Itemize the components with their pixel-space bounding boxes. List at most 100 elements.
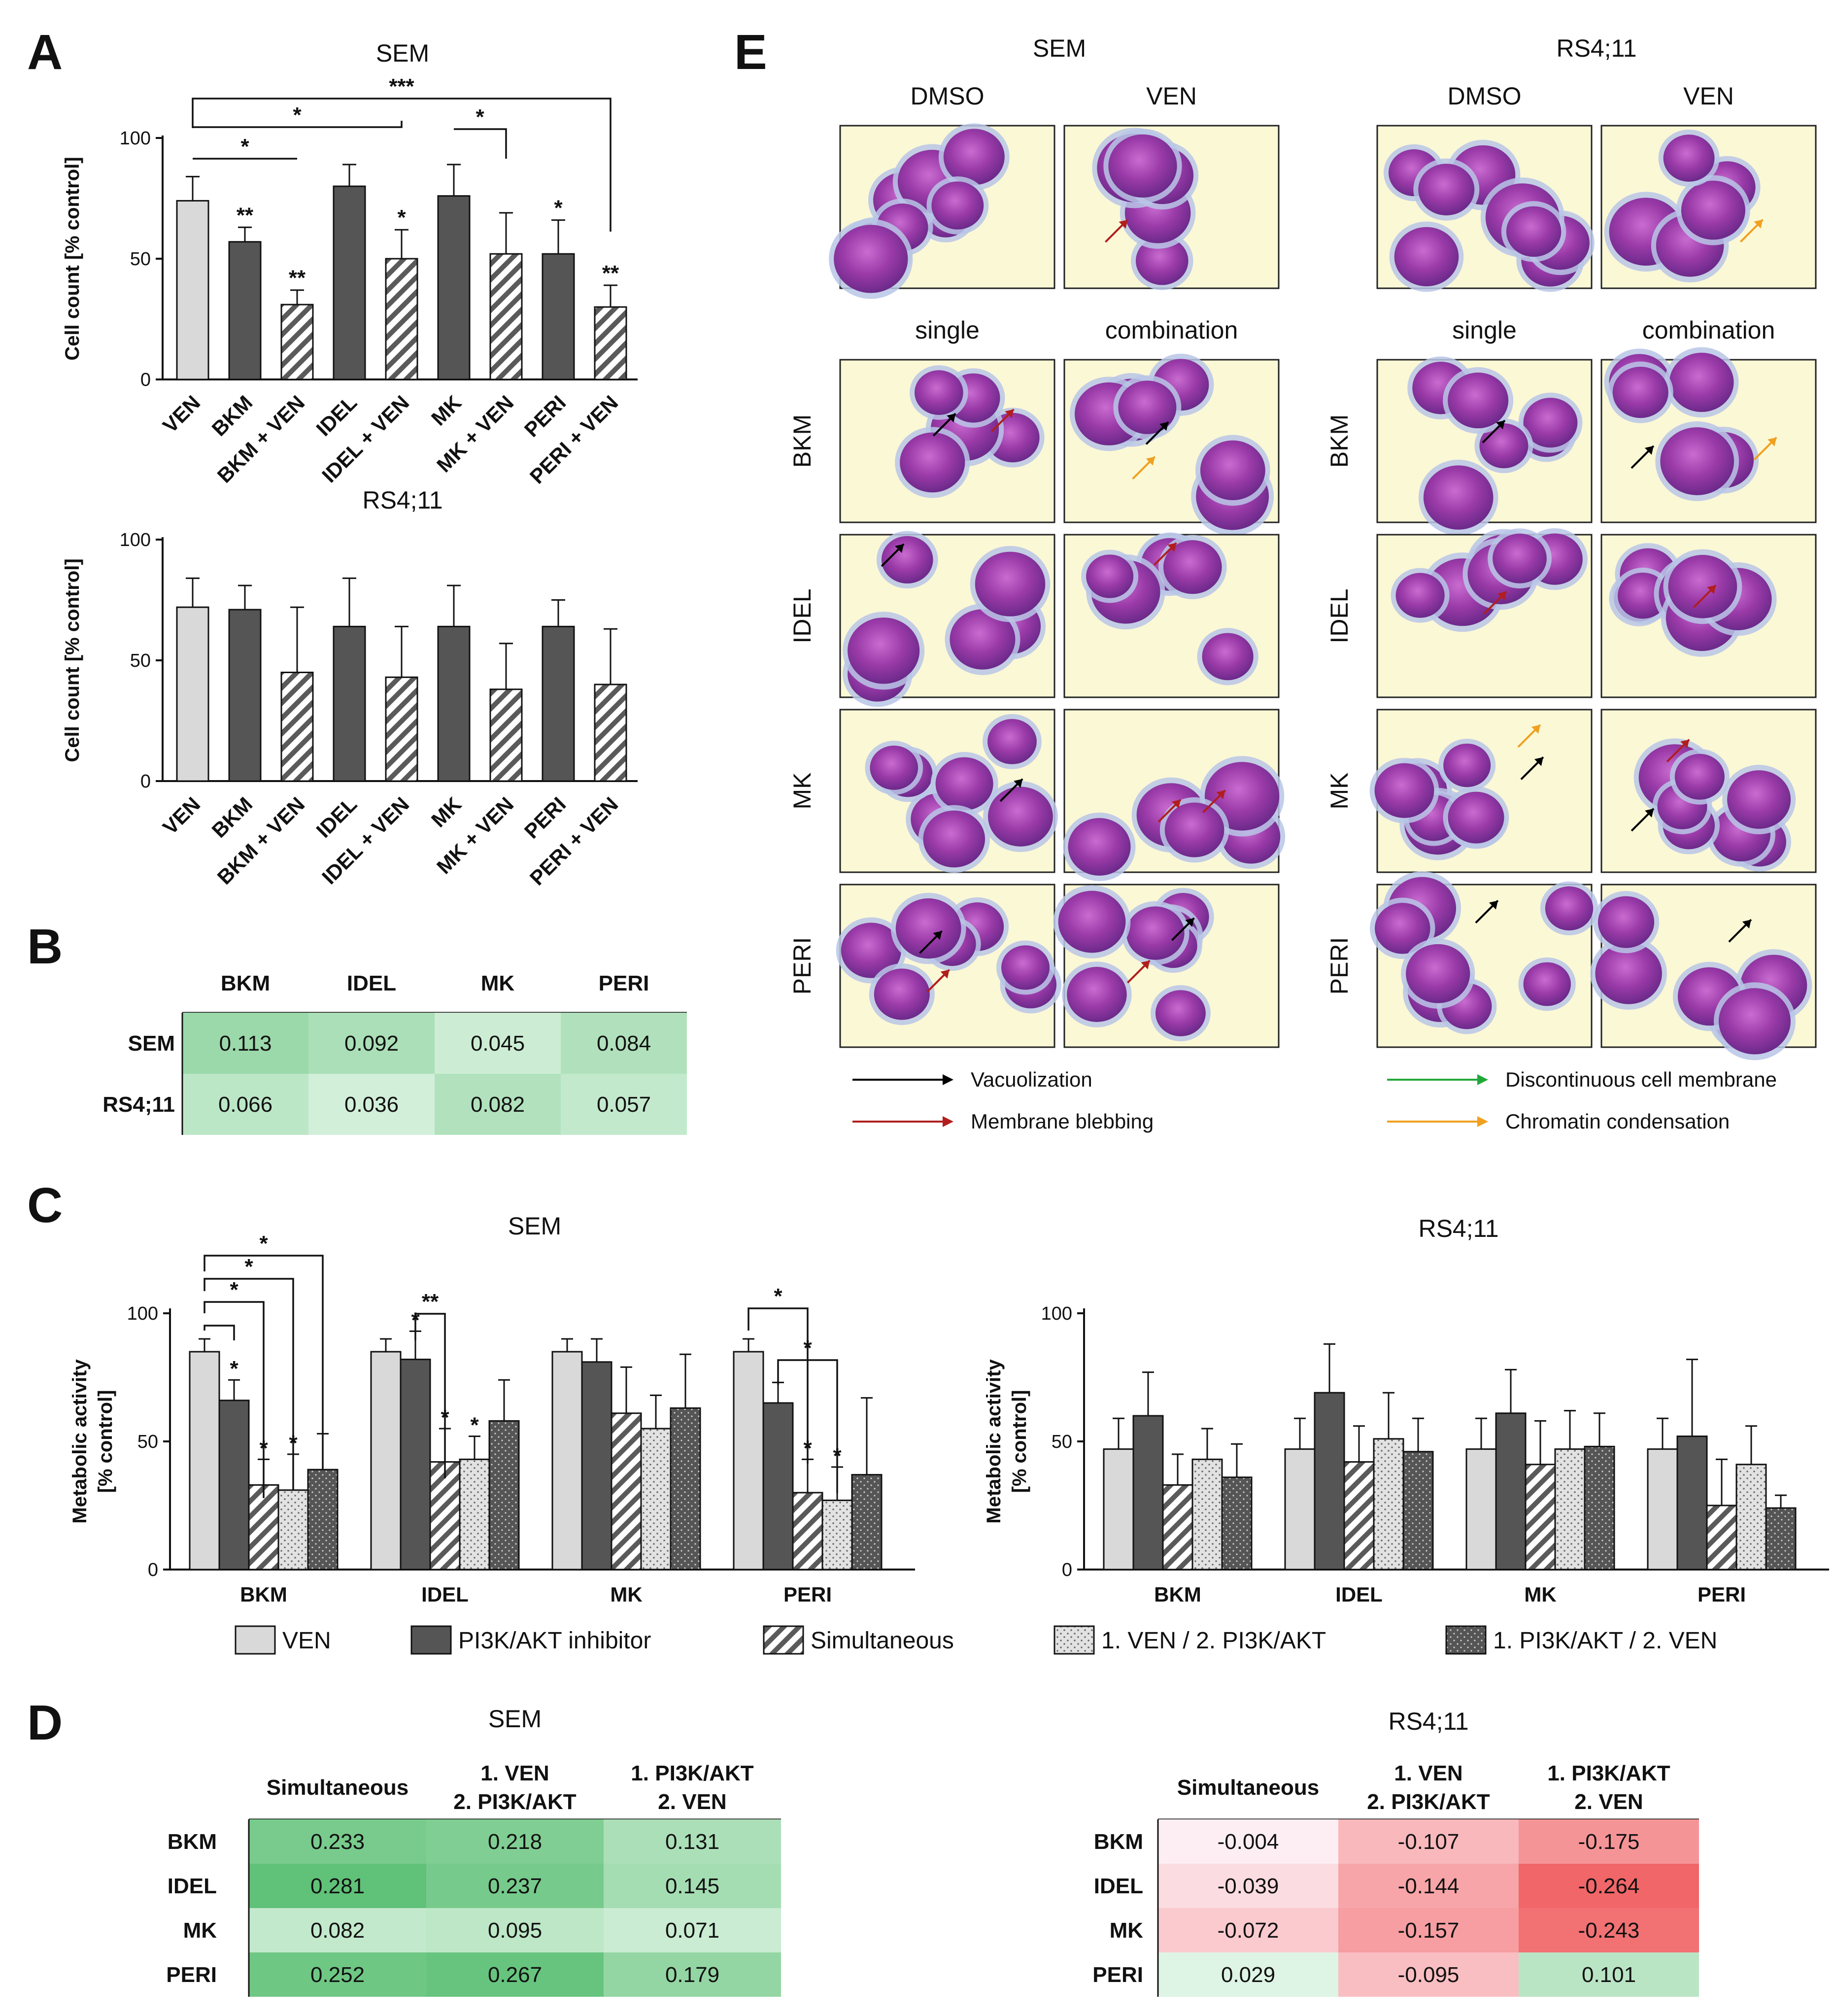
table-cell-value: -0.243 [1578, 1918, 1640, 1943]
legend-label: Simultaneous [811, 1628, 954, 1654]
table-cell-value: 0.237 [488, 1874, 542, 1898]
legend-arrowhead [943, 1116, 953, 1127]
table-cell [435, 1074, 561, 1135]
bar [594, 683, 627, 782]
micrograph-image [1063, 353, 1280, 536]
annotation-arrowhead [1159, 422, 1169, 431]
micrograph-column-header: VEN [1683, 82, 1734, 110]
cell-nucleus [1506, 206, 1562, 257]
x-tick-label: MK [1524, 1583, 1556, 1606]
chart-title: RS4;11 [1418, 1215, 1498, 1242]
micrograph-image [1600, 709, 1817, 873]
cell-nucleus [874, 968, 930, 1020]
cell-nucleus [895, 898, 961, 959]
cell-nucleus [1375, 903, 1430, 954]
y-axis-label: Cell count [% control] [62, 558, 83, 762]
significance-bracket [454, 128, 507, 159]
bar [1495, 1412, 1527, 1571]
micrograph-panel-e: SEM RS4;11 DMSO VEN single combination DMSO VEN… [788, 34, 1817, 1133]
bar [1402, 1451, 1434, 1571]
significance-star: * [554, 196, 563, 220]
table-b: BKM IDEL MK PERI SEM 0.113 0.092 0.045 0.084 RS4;… [102, 971, 687, 1135]
micrograph-column-header: DMSO [911, 82, 985, 110]
cell-nucleus [1058, 890, 1126, 953]
chart-title: SEM [508, 1212, 561, 1240]
legend-swatch [1445, 1625, 1487, 1655]
table-cell-value: 0.113 [219, 1031, 272, 1056]
x-tick-label: BKM [1154, 1583, 1201, 1606]
table-column-header: 1. PI3K/AKT [631, 1761, 754, 1785]
y-tick-label: 50 [130, 249, 151, 270]
micrograph-image [1600, 534, 1817, 698]
annotation-arrowhead [1767, 437, 1777, 446]
x-tick-label: IDEL [311, 391, 361, 441]
micrograph-row-label: MK [1325, 773, 1353, 810]
table-row-header: MK [1110, 1918, 1144, 1943]
annotation-arrowhead [1171, 799, 1181, 809]
table-row-header: SEM [128, 1031, 175, 1056]
annotation-arrowhead [1645, 808, 1654, 818]
bar [1525, 1464, 1556, 1571]
table-cell [308, 1074, 435, 1135]
cell-nucleus [1443, 743, 1491, 787]
table-d-rs4: RS4;11 Simultaneous 1. VEN 2. PI3K/AKT 1. PI… [1092, 1708, 1699, 1997]
significance-bracket [193, 121, 403, 128]
bar [218, 1400, 250, 1571]
table-cell-value: 0.131 [665, 1830, 719, 1854]
annotation-arrowhead [1531, 724, 1540, 734]
table-row-header: BKM [168, 1830, 217, 1854]
table-cell [426, 1952, 604, 1997]
cell-nucleus [1418, 164, 1475, 216]
annotation-arrowhead [1497, 591, 1507, 601]
micrograph-row-label: BKM [788, 414, 816, 468]
table-cell-value: 0.145 [665, 1874, 719, 1898]
bracket-label: * [259, 1231, 268, 1256]
x-tick-label: IDEL [1335, 1583, 1383, 1606]
bar [611, 1412, 642, 1571]
micrograph-image [839, 359, 1055, 523]
arrow-legend-label: Chromatin condensation [1505, 1110, 1730, 1133]
bracket-label: * [803, 1336, 812, 1360]
legend-arrowhead [1477, 1074, 1488, 1085]
table-cell [249, 1864, 426, 1908]
table-cell [1158, 1819, 1338, 1864]
y-tick-label: 50 [130, 650, 151, 671]
x-tick-label: MK [427, 391, 466, 430]
legend-swatch [763, 1625, 804, 1655]
bar [280, 672, 314, 782]
micrograph-image [1590, 884, 1817, 1060]
micrograph-row-label: PERI [1325, 937, 1353, 995]
annotation-arrowhead [1644, 445, 1654, 455]
y-tick-label: 100 [120, 530, 151, 550]
table-column-header: PERI [599, 971, 649, 995]
significance-star: * [397, 205, 406, 230]
table-column-header: IDEL [347, 971, 396, 995]
arrow-legend-label: Discontinuous cell membrane [1505, 1068, 1777, 1091]
y-tick-label: 50 [137, 1432, 158, 1452]
cell-nucleus [1448, 372, 1509, 429]
bracket-label: * [293, 103, 302, 127]
x-tick-label: BKM [207, 792, 257, 842]
table-cell-value: 0.082 [310, 1918, 365, 1943]
legend-swatch [1053, 1625, 1095, 1655]
table-row-header: IDEL [1094, 1874, 1143, 1898]
bar [1676, 1435, 1708, 1571]
micrograph-image [839, 531, 1055, 707]
annotation-arrowhead [1146, 456, 1155, 466]
cell-nucleus [1108, 134, 1177, 198]
arrow-legend-label: Vacuolization [971, 1068, 1092, 1091]
bar [277, 1489, 309, 1571]
table-cell [1338, 1819, 1519, 1864]
bracket-label: *** [389, 74, 414, 99]
bar [581, 1361, 612, 1571]
table-cell [249, 1952, 426, 1997]
x-tick-label: PERI [783, 1583, 832, 1606]
cell-nucleus [1406, 944, 1470, 1003]
bar [385, 676, 418, 782]
bar [551, 1351, 583, 1571]
cell-nucleus [1597, 896, 1655, 948]
micrograph-image [829, 123, 1055, 299]
micrograph-image [1600, 347, 1817, 523]
y-axis-label: [% control] [95, 1390, 116, 1493]
